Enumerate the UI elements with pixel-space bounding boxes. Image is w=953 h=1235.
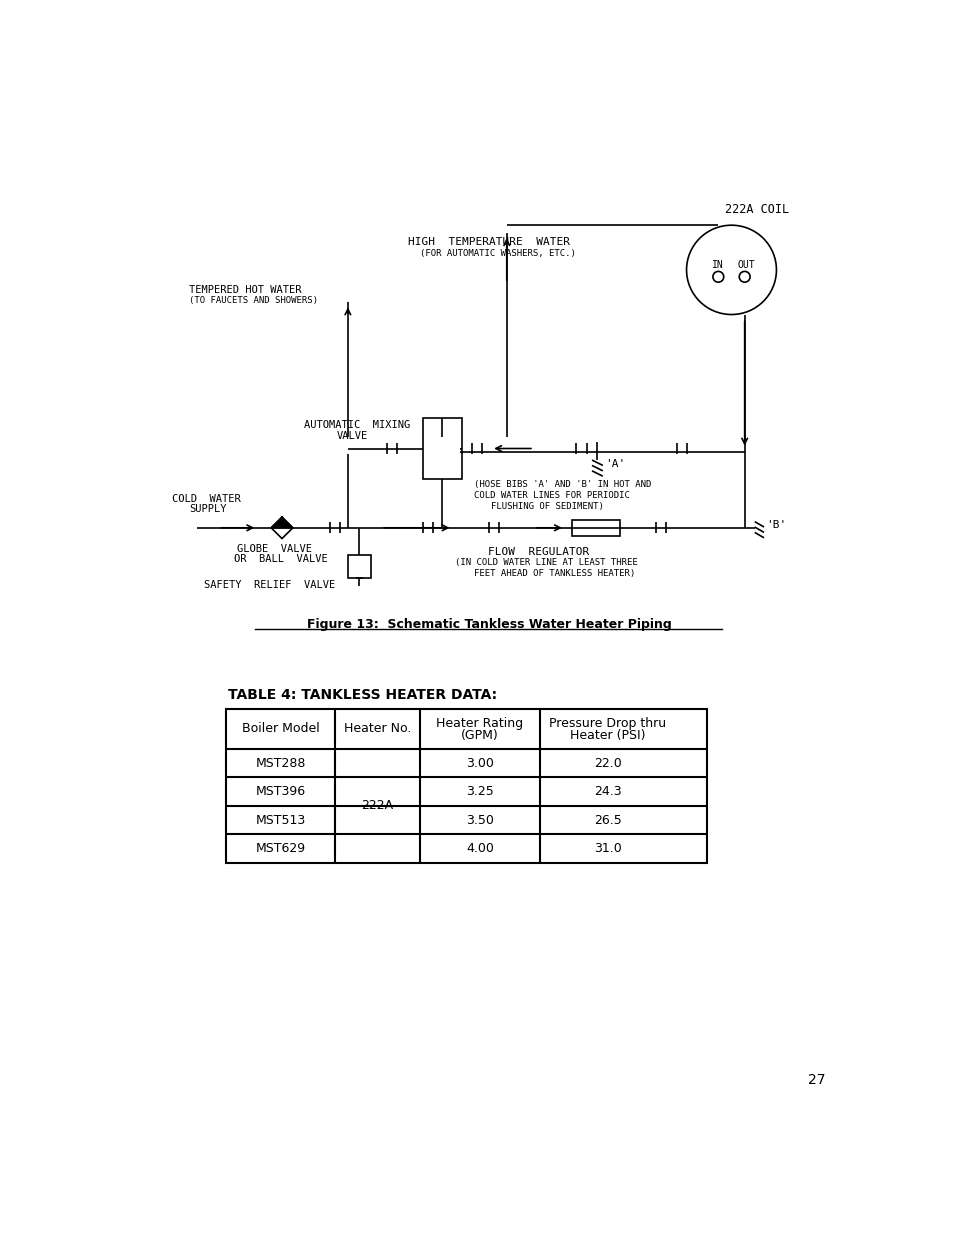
Text: 'A': 'A' bbox=[604, 459, 625, 469]
Text: VALVE: VALVE bbox=[335, 431, 367, 441]
Text: 26.5: 26.5 bbox=[594, 814, 621, 826]
Text: 27: 27 bbox=[807, 1073, 824, 1087]
Bar bbox=[226, 709, 706, 863]
Text: (IN COLD WATER LINE AT LEAST THREE: (IN COLD WATER LINE AT LEAST THREE bbox=[455, 558, 637, 567]
Text: MST396: MST396 bbox=[255, 785, 305, 798]
Bar bbox=[348, 555, 371, 578]
Text: Heater Rating: Heater Rating bbox=[436, 718, 523, 730]
Text: FEET AHEAD OF TANKLESS HEATER): FEET AHEAD OF TANKLESS HEATER) bbox=[474, 569, 635, 578]
Text: FLUSHING OF SEDIMENT): FLUSHING OF SEDIMENT) bbox=[491, 501, 603, 511]
Bar bbox=[422, 417, 461, 479]
Text: (HOSE BIBS 'A' AND 'B' IN HOT AND: (HOSE BIBS 'A' AND 'B' IN HOT AND bbox=[474, 480, 651, 489]
Text: IN: IN bbox=[712, 261, 723, 270]
Text: COLD WATER LINES FOR PERIODIC: COLD WATER LINES FOR PERIODIC bbox=[474, 492, 629, 500]
Text: 222A: 222A bbox=[361, 799, 393, 813]
Text: GLOBE  VALVE: GLOBE VALVE bbox=[236, 543, 312, 553]
Text: 3.25: 3.25 bbox=[466, 785, 494, 798]
Text: (TO FAUCETS AND SHOWERS): (TO FAUCETS AND SHOWERS) bbox=[189, 296, 317, 305]
Text: 3.50: 3.50 bbox=[466, 814, 494, 826]
Text: COLD  WATER: COLD WATER bbox=[172, 494, 240, 504]
Text: SAFETY  RELIEF  VALVE: SAFETY RELIEF VALVE bbox=[204, 579, 335, 590]
Text: SUPPLY: SUPPLY bbox=[189, 504, 226, 514]
Text: OR  BALL  VALVE: OR BALL VALVE bbox=[233, 555, 328, 564]
Text: AUTOMATIC  MIXING: AUTOMATIC MIXING bbox=[303, 420, 410, 431]
Text: (GPM): (GPM) bbox=[460, 729, 498, 742]
Text: MST513: MST513 bbox=[255, 814, 305, 826]
Text: Figure 13:  Schematic Tankless Water Heater Piping: Figure 13: Schematic Tankless Water Heat… bbox=[306, 618, 671, 631]
Text: 22.0: 22.0 bbox=[594, 757, 621, 769]
Text: Pressure Drop thru: Pressure Drop thru bbox=[549, 718, 666, 730]
Text: 24.3: 24.3 bbox=[594, 785, 621, 798]
Bar bbox=[571, 520, 619, 536]
Text: TABLE 4: TANKLESS HEATER DATA:: TABLE 4: TANKLESS HEATER DATA: bbox=[228, 688, 497, 701]
Polygon shape bbox=[271, 517, 293, 527]
Text: TEMPERED HOT WATER: TEMPERED HOT WATER bbox=[189, 285, 301, 295]
Text: 31.0: 31.0 bbox=[594, 842, 621, 855]
Text: 3.00: 3.00 bbox=[466, 757, 494, 769]
Text: MST288: MST288 bbox=[255, 757, 305, 769]
Text: 'B': 'B' bbox=[765, 520, 786, 531]
Text: 4.00: 4.00 bbox=[466, 842, 494, 855]
Text: MST629: MST629 bbox=[255, 842, 305, 855]
Text: OUT: OUT bbox=[737, 261, 754, 270]
Text: 222A COIL: 222A COIL bbox=[724, 204, 788, 216]
Text: (FOR AUTOMATIC WASHERS, ETC.): (FOR AUTOMATIC WASHERS, ETC.) bbox=[419, 249, 576, 258]
Text: FLOW  REGULATOR: FLOW REGULATOR bbox=[488, 547, 589, 557]
Text: Heater No.: Heater No. bbox=[343, 722, 411, 735]
Text: Boiler Model: Boiler Model bbox=[241, 722, 319, 735]
Text: HIGH  TEMPERATURE  WATER: HIGH TEMPERATURE WATER bbox=[408, 237, 570, 247]
Text: Heater (PSI): Heater (PSI) bbox=[570, 729, 645, 742]
